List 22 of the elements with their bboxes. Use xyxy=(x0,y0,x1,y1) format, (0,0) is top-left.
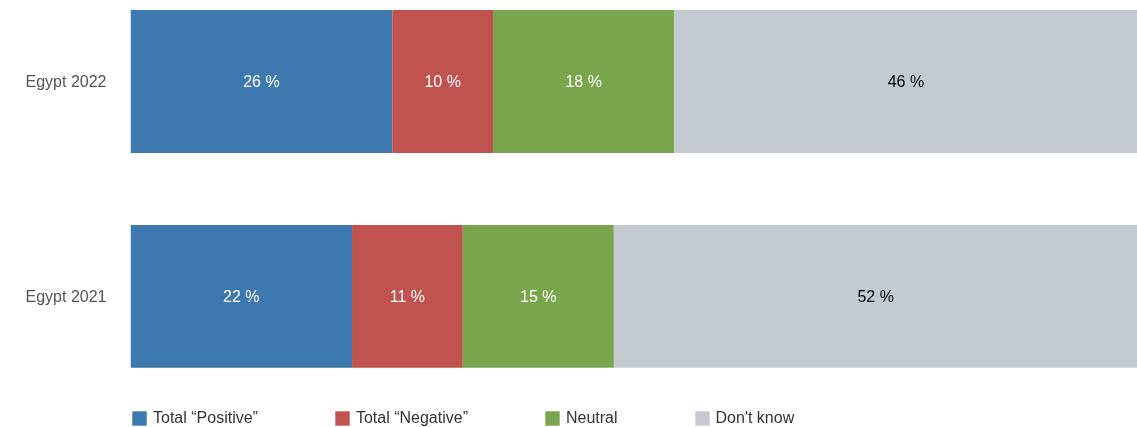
legend-label: Total “Negative” xyxy=(355,409,468,427)
data-label: 46 % xyxy=(887,73,925,91)
bar xyxy=(352,224,463,368)
data-label: 10 % xyxy=(424,73,461,91)
bar xyxy=(462,224,614,368)
data-label: 11 % xyxy=(389,287,426,305)
y-tick-label: Egypt 2021 xyxy=(25,287,107,305)
legend-label: Total “Positive” xyxy=(153,409,258,427)
y-tick-label: Egypt 2022 xyxy=(25,73,107,91)
data-label: 15 % xyxy=(520,287,557,305)
bar xyxy=(130,10,393,153)
legend-label: Don't know xyxy=(715,409,795,427)
data-label: 26 % xyxy=(243,73,280,91)
bar xyxy=(130,224,353,368)
data-label: 18 % xyxy=(565,73,602,91)
bar xyxy=(674,10,1137,153)
data-label: 52 % xyxy=(857,287,894,305)
legend-label: Neutral xyxy=(565,409,618,427)
data-label: 22 % xyxy=(223,287,260,305)
bar xyxy=(392,10,494,153)
bar xyxy=(493,10,675,153)
bar xyxy=(613,224,1137,368)
